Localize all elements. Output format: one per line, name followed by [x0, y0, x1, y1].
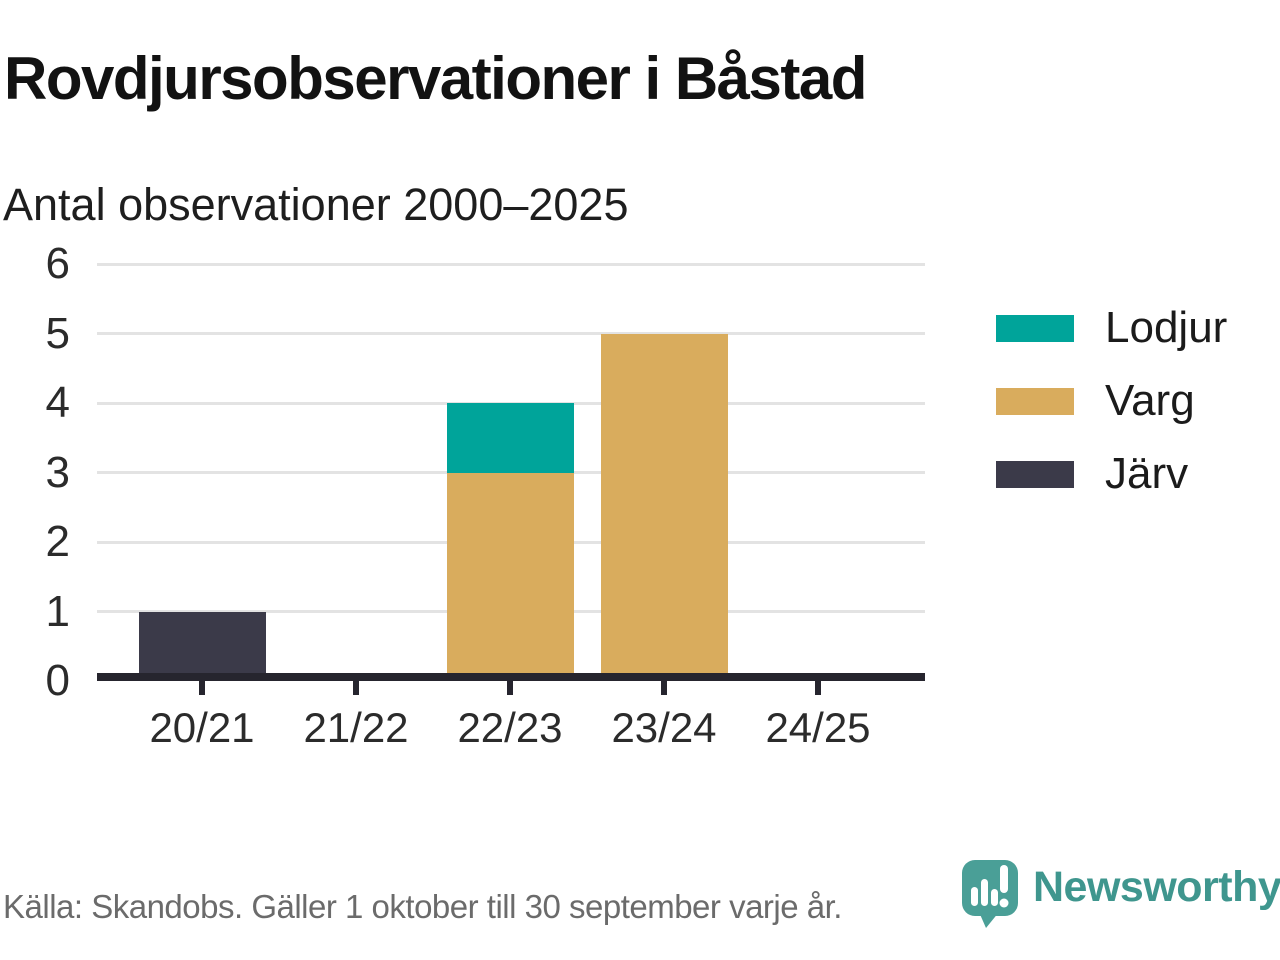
gridline-5 [97, 332, 925, 335]
bar-varg-23-24 [600, 333, 728, 681]
y-axis-label-5: 5 [45, 308, 70, 358]
gridline-6 [97, 262, 925, 266]
x-axis-label-23-24: 23/24 [611, 704, 717, 751]
y-axis-label-2: 2 [45, 517, 70, 566]
x-axis-label-20-21: 20/21 [149, 704, 255, 751]
x-axis-tick-23-24 [661, 681, 667, 695]
y-axis-label-3: 3 [45, 447, 70, 497]
x-axis-label-21-22: 21/22 [303, 704, 409, 751]
x-axis-tick-20-21 [199, 681, 205, 695]
x-axis-label-24-25: 24/25 [765, 704, 871, 751]
y-axis-label-1: 1 [45, 586, 70, 636]
bar-varg-22-23 [446, 472, 574, 681]
y-axis-label-6: 6 [45, 239, 70, 288]
x-axis-line [97, 673, 925, 681]
newsworthy-wordmark: Newsworthy [1033, 862, 1280, 911]
source-text: Källa: Skandobs. Gäller 1 oktober till 3… [3, 888, 842, 925]
x-axis-tick-24-25 [815, 681, 821, 695]
bar-jarv-20-21 [138, 611, 266, 681]
legend-swatch-jarv [996, 460, 1074, 488]
legend-item-jarv: Järv [996, 452, 1227, 496]
legend: Lodjur Varg Järv [996, 306, 1227, 496]
plot-area [97, 262, 925, 695]
chart-title: Rovdjursobservationer i Båstad [4, 45, 867, 112]
y-axis-label-4: 4 [45, 378, 70, 427]
legend-item-varg: Varg [996, 379, 1227, 423]
newsworthy-logo: Newsworthy [962, 860, 1280, 928]
legend-item-lodjur: Lodjur [996, 306, 1227, 350]
legend-swatch-lodjur [996, 314, 1074, 342]
y-axis-label-0: 0 [45, 656, 70, 705]
x-axis-tick-21-22 [353, 681, 359, 695]
x-axis-tick-22-23 [507, 681, 513, 695]
legend-label-jarv: Järv [1105, 449, 1189, 498]
bar-lodjur-22-23 [446, 403, 574, 473]
legend-swatch-varg [996, 387, 1074, 415]
legend-label-varg: Varg [1105, 376, 1195, 425]
legend-label-lodjur: Lodjur [1105, 303, 1228, 352]
newsworthy-pin-icon [962, 860, 1018, 928]
x-axis-label-22-23: 22/23 [457, 704, 563, 751]
chart-subtitle: Antal observationer 2000–2025 [3, 179, 629, 230]
